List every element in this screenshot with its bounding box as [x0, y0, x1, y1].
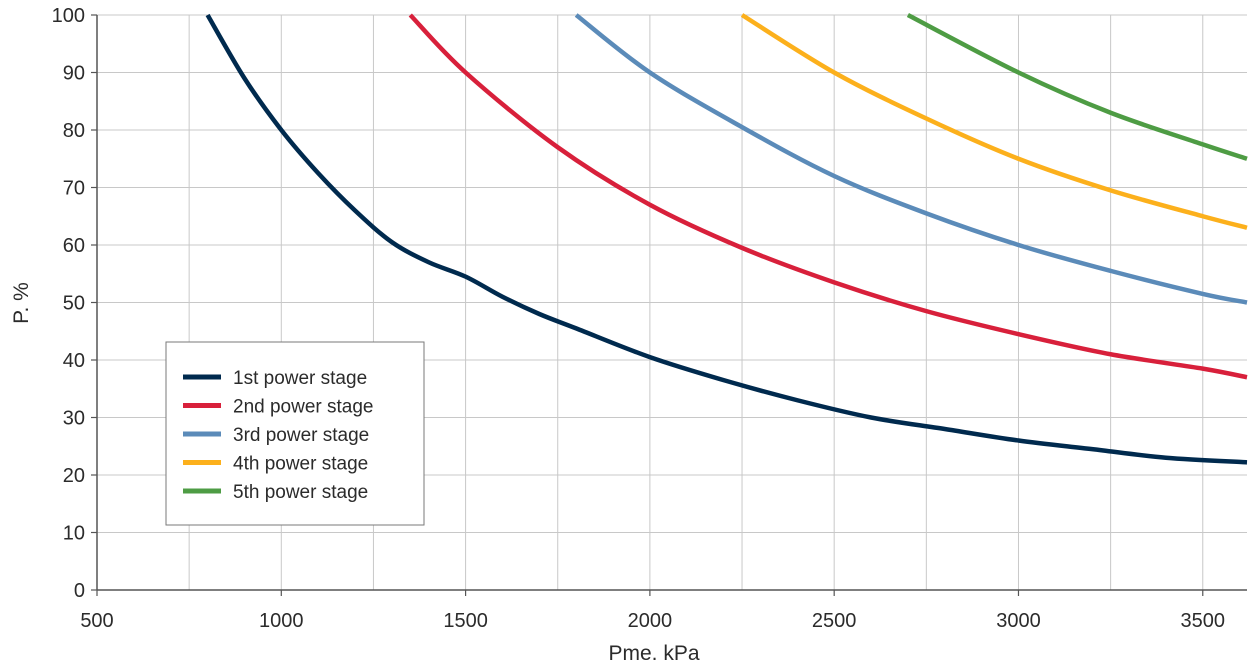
- legend-label: 2nd power stage: [233, 397, 374, 418]
- y-axis-title: P. %: [10, 282, 33, 324]
- x-tick-label: 1000: [259, 610, 304, 632]
- legend-label: 1st power stage: [233, 368, 367, 389]
- y-tick-label: 30: [63, 408, 85, 430]
- series-line-5th-power-stage: [906, 13, 1248, 161]
- y-tick-label: 70: [63, 178, 85, 200]
- series-line-4th-power-stage: [740, 13, 1248, 230]
- grid: [97, 14, 1247, 590]
- legend-label: 3rd power stage: [233, 425, 369, 446]
- x-tick-label: 2500: [812, 610, 857, 632]
- y-tick-label: 50: [63, 293, 85, 315]
- y-tick-label: 100: [52, 5, 85, 27]
- x-tick-label: 500: [80, 610, 113, 632]
- y-tick-label: 90: [63, 63, 85, 85]
- y-tick-label: 40: [63, 350, 85, 372]
- y-tick-label: 0: [74, 580, 85, 602]
- x-tick-label: 3500: [1181, 610, 1226, 632]
- legend: 1st power stage 2nd power stage 3rd power …: [165, 341, 425, 526]
- axes: [91, 14, 1247, 596]
- x-tick-label: 3000: [996, 610, 1041, 632]
- y-tick-label: 60: [63, 235, 85, 257]
- y-tick-label: 20: [63, 465, 85, 487]
- x-tick-label: 2000: [628, 610, 673, 632]
- x-tick-label: 1500: [443, 610, 488, 632]
- legend-label: 4th power stage: [233, 454, 368, 475]
- x-axis-title: Pme. kPa: [608, 642, 699, 665]
- y-tick-label: 10: [63, 523, 85, 545]
- y-tick-label: 80: [63, 120, 85, 142]
- legend-label: 5th power stage: [233, 482, 368, 503]
- series-line-3rd-power-stage: [574, 13, 1248, 305]
- series-line-2nd-power-stage: [408, 13, 1248, 380]
- series-layer: [205, 13, 1248, 465]
- series-line-1st-power-stage: [205, 13, 1248, 465]
- tick-labels: 0 10 20 30 40 50 60 70 80 90 100 500 1000 1500 2000 250…: [52, 5, 1225, 632]
